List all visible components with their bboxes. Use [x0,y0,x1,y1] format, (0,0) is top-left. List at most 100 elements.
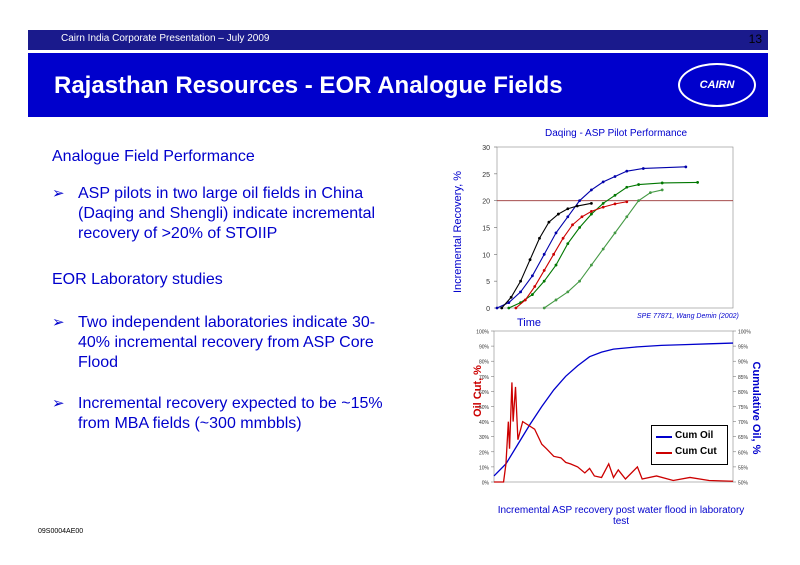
legend-label: Cum Oil [675,430,714,441]
chart1-data-point [575,204,579,208]
chart1-series-line [501,202,592,309]
chart1-data-point [660,181,664,185]
chart1-data-point [554,298,558,302]
chart1-data-point [542,306,546,310]
chart1-data-point [566,290,570,294]
chart1-ytick-label: 5 [486,279,490,286]
chart2-right-tick-label: 70% [738,420,749,426]
chart1-data-point [601,201,605,205]
chart1-ytick-label: 20 [482,199,490,206]
chart1-data-point [519,290,522,294]
chart1-data-point [625,215,629,219]
chart1-xlabel: Time [517,317,542,329]
chart2-series-line [493,342,734,477]
chart1-plot-area [496,146,734,309]
legend-label: Cum Cut [675,446,717,457]
chart2-series-line [494,382,734,483]
chart1-data-point [507,301,511,305]
chart1-data-point [578,279,581,283]
chart1-data-point [637,183,640,186]
logo-text: CAIRN [699,79,735,91]
bullet-arrow-icon: ➢ [52,314,65,331]
chart2-left-tick-label: 50% [479,405,490,411]
chart1-data-point [566,242,570,246]
chart1-ytick-label: 15 [482,226,490,233]
slide-title: Rajasthan Resources - EOR Analogue Field… [54,72,563,99]
chart1-title: Daqing - ASP Pilot Performance [545,128,688,139]
chart1-data-point [660,188,664,192]
chart1-ytick-label: 10 [482,252,490,259]
chart2-left-tick-label: 100% [476,330,489,336]
chart1-data-point [571,223,574,227]
chart1-data-point [637,199,640,203]
chart1-data-point [514,306,518,310]
chart2-left-tick-label: 90% [479,345,490,351]
chart1-data-point [601,180,605,184]
chart1-data-point [590,212,593,216]
chart1-data-point [531,293,534,296]
legend-swatch [656,452,672,454]
heading-analogue-field: Analogue Field Performance [52,148,255,165]
chart1-data-point [590,188,593,192]
chart2-left-tick-label: 30% [479,435,490,441]
chart1-data-point [696,181,699,184]
bullet-arrow-icon: ➢ [52,395,65,412]
chart1-data-point [552,252,556,256]
chart1-data-point [500,306,504,310]
chart1-data-point [578,199,581,203]
chart1-data-point [547,220,551,224]
chart2-right-tick-label: 60% [738,450,749,456]
chart2-legend: Cum Oil Cum Cut [651,425,728,465]
chart1-data-point [538,236,541,240]
chart1-data-point [601,247,605,251]
legend-item-cum-oil: Cum Oil [652,430,727,444]
chart1-data-point [509,295,513,299]
presentation-subtitle: Cairn India Corporate Presentation – Jul… [61,33,270,44]
chart1-reference: SPE 77871, Wang Demin (2002) [637,313,739,320]
chart2-right-tick-label: 65% [738,435,749,441]
chart1-data-point [625,169,629,173]
legend-swatch [656,436,672,438]
chart2-right-tick-label: 90% [738,360,749,366]
chart1-data-point [625,185,629,189]
document-code: 09S0004AE00 [38,528,84,535]
chart1-data-point [578,226,581,229]
page-number: 13 [748,32,762,46]
chart1-data-point [613,193,617,197]
bullet-asp-pilots: ➢ ASP pilots in two large oil fields in … [52,184,397,246]
chart1-data-point [542,279,546,283]
chart2-left-tick-label: 0% [482,481,490,487]
chart1-data-point [519,279,522,283]
chart1-data-point [556,212,560,216]
chart1-data-point [613,202,617,206]
chart1-series-line [496,166,686,309]
bullet-lab-results: ➢ Two independent laboratories indicate … [52,313,397,375]
chart2-left-tick-label: 60% [479,390,490,396]
bullet-arrow-icon: ➢ [52,185,65,202]
chart1-data-point [523,298,527,302]
chart1-series-line [515,201,627,309]
chart1-data-point [625,200,629,204]
heading-eor-lab: EOR Laboratory studies [52,271,223,288]
header-bar: Cairn India Corporate Presentation – Jul… [28,30,768,50]
chart2-right-tick-label: 95% [738,345,749,351]
chart2-right-tick-label: 55% [738,465,749,471]
chart1-data-point [495,306,499,310]
chart1-data-point [542,252,546,256]
chart2-left-tick-label: 10% [479,465,490,471]
chart1-data-point [580,215,584,219]
chart2-left-tick-label: 80% [479,360,490,366]
chart1-data-point [554,263,558,267]
chart1-data-point [531,274,534,278]
chart2-left-tick-label: 20% [479,450,490,456]
cairn-logo: CAIRN [678,63,756,107]
chart2-right-tick-label: 50% [738,481,749,487]
chart1-data-point [641,167,645,170]
legend-item-cum-cut: Cum Cut [652,446,727,460]
chart2-right-tick-label: 80% [738,390,749,396]
bullet-text: Two independent laboratories indicate 30… [78,314,376,371]
chart1-data-point [533,285,537,288]
chart1-data-point [649,191,652,195]
chart1-data-point [561,236,565,240]
chart2-left-tick-label: 70% [479,375,490,381]
